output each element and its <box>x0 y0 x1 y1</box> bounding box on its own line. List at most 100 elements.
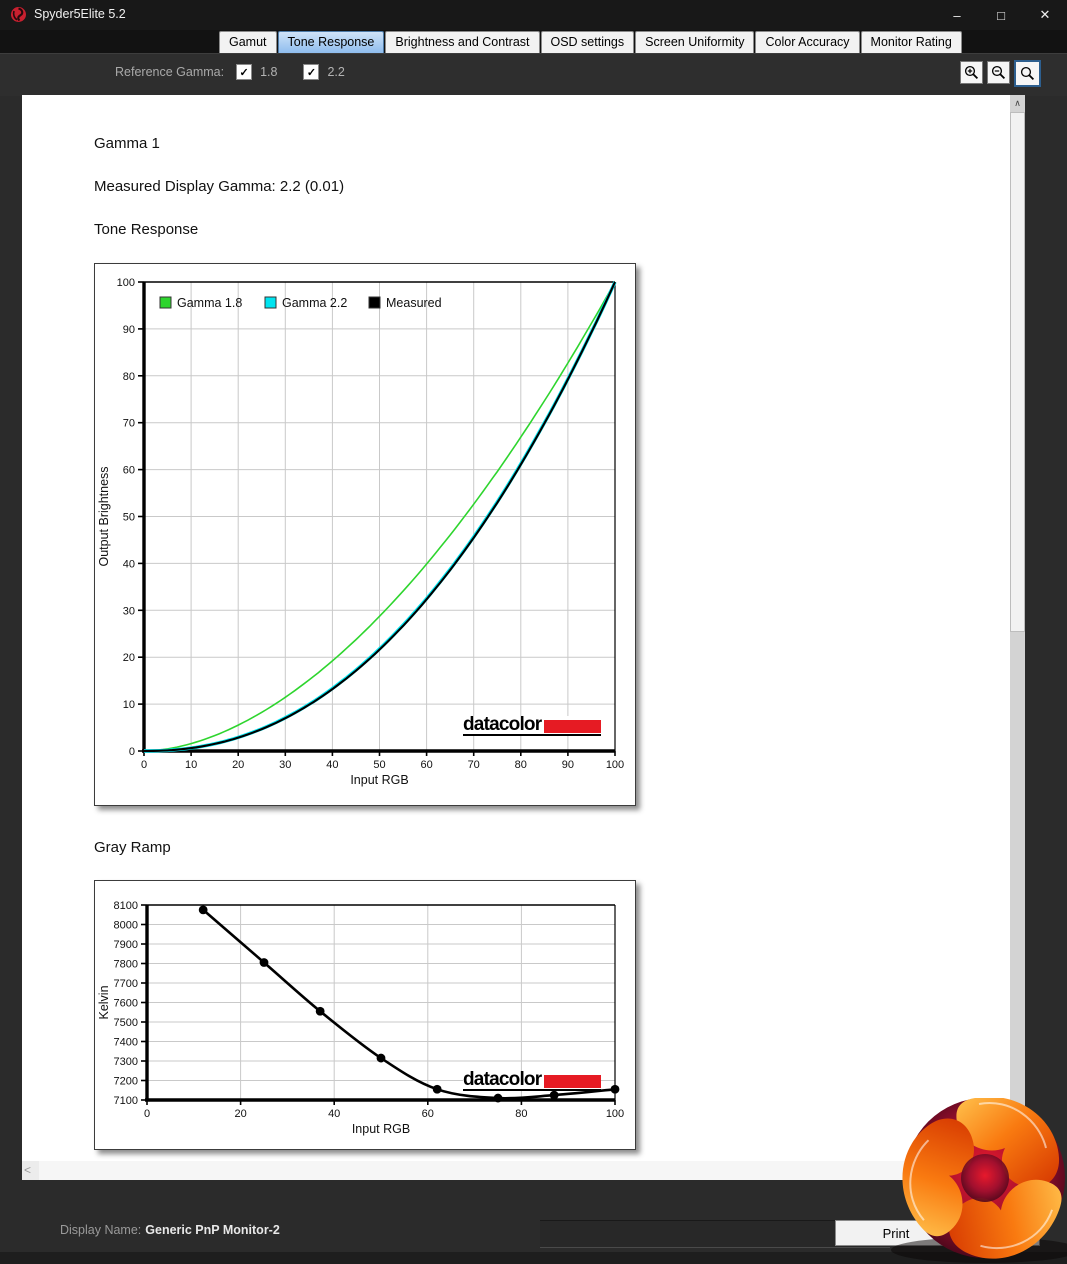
gamma-1.8-checkbox-label: 1.8 <box>260 65 278 79</box>
horizontal-scrollbar[interactable]: < <box>22 1161 1010 1180</box>
tab-brightness-and-contrast[interactable]: Brightness and Contrast <box>385 31 540 53</box>
reference-gamma-label: Reference Gamma: <box>115 65 225 79</box>
svg-text:7300: 7300 <box>114 1056 138 1068</box>
svg-text:40: 40 <box>328 1108 340 1120</box>
svg-text:100: 100 <box>606 1108 624 1120</box>
gray-ramp-heading: Gray Ramp <box>94 839 171 856</box>
zoom-out-icon <box>991 65 1006 80</box>
vertical-scrollbar-thumb[interactable] <box>1010 112 1025 632</box>
zoom-in-button[interactable] <box>960 61 983 84</box>
svg-text:60: 60 <box>422 1108 434 1120</box>
svg-text:50: 50 <box>373 759 385 771</box>
svg-text:7900: 7900 <box>114 939 138 951</box>
footer-field[interactable] <box>540 1220 890 1248</box>
toolbar: Reference Gamma: ✓ 1.8 ✓ 2.2 <box>0 53 1067 96</box>
svg-text:80: 80 <box>515 759 527 771</box>
svg-text:Gamma 1.8: Gamma 1.8 <box>177 296 242 310</box>
svg-text:20: 20 <box>123 652 135 664</box>
svg-text:20: 20 <box>232 759 244 771</box>
tone-response-plot: 0 10 20 30 40 50 60 70 80 90 100 0 10 20 30 40 50 60 70 80 9… <box>97 277 624 787</box>
gamma-2.2-checkbox-label: 2.2 <box>327 65 345 79</box>
svg-text:7500: 7500 <box>114 1017 138 1029</box>
display-name: Display Name: Generic PnP Monitor-2 <box>60 1223 280 1237</box>
svg-text:10: 10 <box>123 699 135 711</box>
maximize-button[interactable]: □ <box>997 7 1005 23</box>
tone-response-heading: Tone Response <box>94 221 199 238</box>
svg-text:Kelvin: Kelvin <box>97 985 111 1019</box>
svg-text:Input RGB: Input RGB <box>350 773 408 787</box>
tab-screen-uniformity[interactable]: Screen Uniformity <box>635 31 755 53</box>
svg-text:90: 90 <box>123 324 135 336</box>
display-name-label: Display Name: <box>60 1223 142 1237</box>
svg-text:100: 100 <box>606 759 624 771</box>
tab-osd-settings[interactable]: OSD settings <box>540 31 635 53</box>
window-title: Spyder5Elite 5.2 <box>34 7 126 21</box>
svg-text:80: 80 <box>123 371 135 383</box>
datacolor-logo-bar <box>544 1074 602 1088</box>
scroll-up-arrow-icon[interactable]: ∧ <box>1014 97 1021 108</box>
tab-strip: Gamut Tone Response Brightness and Contras… <box>0 30 1067 53</box>
svg-text:40: 40 <box>326 759 338 771</box>
gray-ramp-plot: 0 20 40 60 80 100 7100 7200 7300 7400 7500 7600 7700… <box>97 900 624 1136</box>
zoom-in-icon <box>964 65 979 80</box>
gamma-1.8-checkbox-group: ✓ 1.8 <box>236 64 277 80</box>
svg-text:0: 0 <box>144 1108 150 1120</box>
sphere-watermark-logo <box>880 1098 1067 1264</box>
datacolor-logo-bar <box>544 719 602 733</box>
scroll-left-arrow-icon[interactable]: < <box>24 1163 32 1177</box>
tab-monitor-rating[interactable]: Monitor Rating <box>860 31 962 53</box>
svg-text:80: 80 <box>515 1108 527 1120</box>
svg-text:20: 20 <box>234 1108 246 1120</box>
zoom-out-button[interactable] <box>987 61 1010 84</box>
svg-text:8000: 8000 <box>114 920 138 932</box>
bottom-strip <box>0 1252 1067 1264</box>
title-bar: Spyder5Elite 5.2 – □ ✕ <box>0 0 1067 30</box>
svg-text:Input RGB: Input RGB <box>352 1122 410 1136</box>
minimize-button[interactable]: – <box>953 7 961 23</box>
datacolor-logo-text: datacolor <box>463 1069 542 1090</box>
svg-text:7700: 7700 <box>114 978 138 990</box>
horizontal-scrollbar-thumb[interactable] <box>39 1161 989 1180</box>
svg-text:100: 100 <box>117 277 135 289</box>
datacolor-logo-text: datacolor <box>463 714 542 735</box>
report-panel: Gamma 1 Measured Display Gamma: 2.2 (0.0… <box>22 95 1025 1180</box>
close-button[interactable]: ✕ <box>1039 7 1051 22</box>
svg-text:10: 10 <box>185 759 197 771</box>
tone-response-chart: 0 10 20 30 40 50 60 70 80 90 100 0 10 20 30 40 50 60 70 80 9… <box>94 263 636 806</box>
tab-color-accuracy[interactable]: Color Accuracy <box>755 31 860 53</box>
svg-text:Measured: Measured <box>386 296 442 310</box>
svg-text:70: 70 <box>123 418 135 430</box>
svg-text:Output Brightness: Output Brightness <box>97 466 111 566</box>
gamma-1.8-checkbox[interactable]: ✓ <box>236 64 253 80</box>
svg-text:7600: 7600 <box>114 998 138 1010</box>
datacolor-logo: datacolor <box>463 1069 602 1091</box>
svg-text:0: 0 <box>129 746 135 758</box>
datacolor-logo: datacolor <box>463 714 602 736</box>
svg-text:7100: 7100 <box>114 1095 138 1107</box>
gamma-2.2-checkbox-group: ✓ 2.2 <box>303 64 345 80</box>
svg-text:40: 40 <box>123 558 135 570</box>
svg-text:8100: 8100 <box>114 900 138 912</box>
svg-text:70: 70 <box>468 759 480 771</box>
svg-text:30: 30 <box>279 759 291 771</box>
svg-text:Gamma 2.2: Gamma 2.2 <box>282 296 347 310</box>
tab-gamut[interactable]: Gamut <box>219 31 277 53</box>
tab-tone-response[interactable]: Tone Response <box>277 31 385 53</box>
svg-text:0: 0 <box>141 759 147 771</box>
gamma-2.2-checkbox[interactable]: ✓ <box>303 64 320 80</box>
spyder-app-icon <box>11 7 26 22</box>
svg-text:50: 50 <box>123 512 135 524</box>
display-name-value: Generic PnP Monitor-2 <box>145 1223 280 1237</box>
vertical-scrollbar[interactable]: ∧ <box>1010 95 1025 1161</box>
measured-gamma-heading: Measured Display Gamma: 2.2 (0.01) <box>94 178 345 195</box>
svg-text:7200: 7200 <box>114 1076 138 1088</box>
zoom-reset-icon <box>1020 66 1035 81</box>
gamma-heading: Gamma 1 <box>94 135 160 152</box>
svg-text:7400: 7400 <box>114 1037 138 1049</box>
svg-text:60: 60 <box>420 759 432 771</box>
svg-text:7800: 7800 <box>114 959 138 971</box>
gray-ramp-chart: 0 20 40 60 80 100 7100 7200 7300 7400 7500 7600 7700… <box>94 880 636 1150</box>
svg-text:30: 30 <box>123 605 135 617</box>
zoom-reset-button[interactable] <box>1014 60 1041 87</box>
